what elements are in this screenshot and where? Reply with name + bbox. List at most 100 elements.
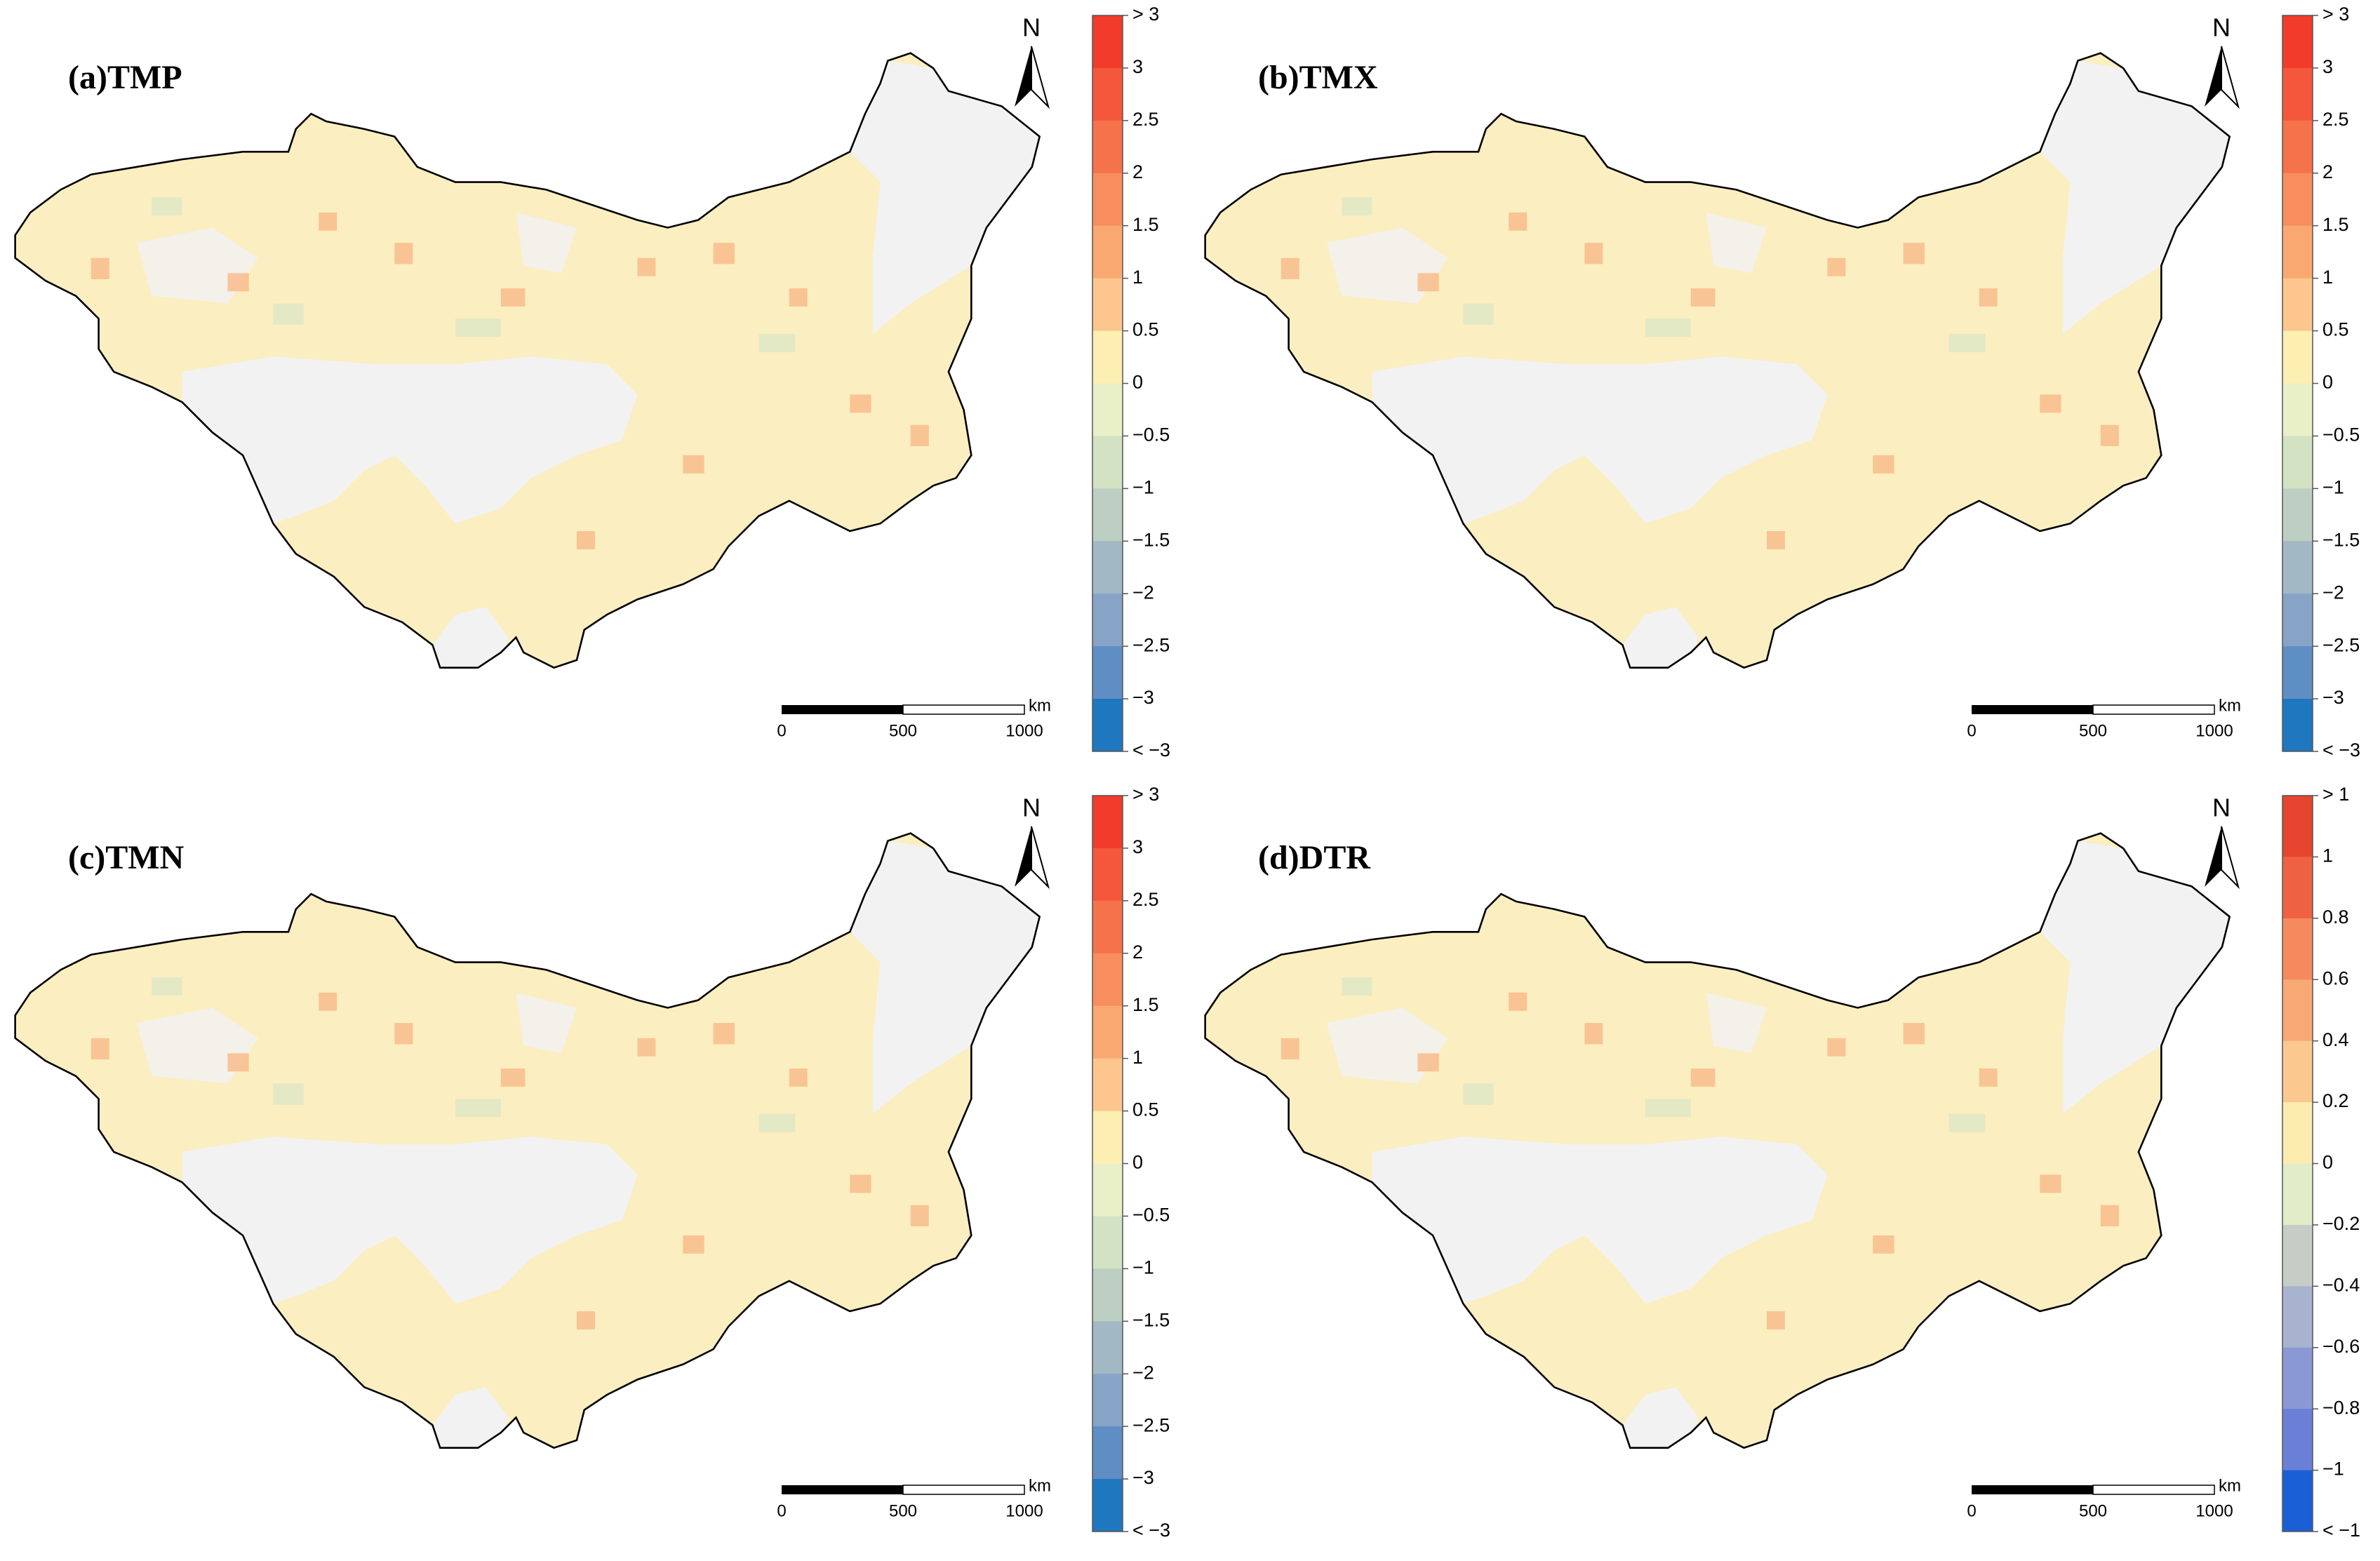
legend-label: 0.4 xyxy=(2322,1029,2349,1050)
legend-swatch xyxy=(2282,796,2313,857)
panel-title: (b)TMX xyxy=(1258,59,1378,96)
legend-label: 0 xyxy=(1132,372,1143,393)
legend-label: 2.5 xyxy=(1132,109,1159,130)
legend-label: < −3 xyxy=(1132,1520,1170,1541)
legend-label: 1.5 xyxy=(1132,994,1159,1015)
scale-label: 500 xyxy=(2079,1501,2107,1520)
north-arrow-left xyxy=(2205,46,2221,107)
map-panel: (b)TMX N > 3 3 2.5 2 1.5 1 0.5 0 −0.5 −1 −1.5 −2 −2.5 −… xyxy=(1190,0,2360,761)
legend-swatch xyxy=(2282,699,2313,752)
region-map xyxy=(1190,780,2252,1463)
legend-swatch xyxy=(2282,594,2313,647)
legend-label: 1 xyxy=(2322,845,2333,866)
scale-unit: km xyxy=(1029,696,1051,715)
legend-swatch xyxy=(1092,594,1123,647)
legend-label: −1 xyxy=(1132,1257,1154,1278)
legend-swatch xyxy=(1092,900,1123,954)
legend-swatch xyxy=(2282,67,2313,121)
scale-bar-black xyxy=(782,1485,903,1494)
scale-bar-black xyxy=(1972,1485,2093,1494)
legend-swatch xyxy=(2282,173,2313,227)
legend-label: 0.2 xyxy=(2322,1090,2349,1111)
map-panel: (a)TMP N > 3 3 2.5 2 1.5 1 0.5 0 −0.5 −1 −1.5 −2 −2.5 −… xyxy=(0,0,1170,761)
legend-label: 2 xyxy=(1132,161,1143,182)
legend-swatch xyxy=(2282,488,2313,542)
legend-label: −2 xyxy=(1132,582,1154,603)
legend-swatch xyxy=(1092,1111,1123,1164)
map-panel: (c)TMN N > 3 3 2.5 2 1.5 1 0.5 0 −0.5 −1 −1.5 −2 −2.5 −… xyxy=(0,780,1170,1541)
north-label: N xyxy=(1022,793,1041,822)
legend-label: > 3 xyxy=(2322,4,2349,25)
legend-label: −1 xyxy=(1132,476,1154,497)
legend-label: 1 xyxy=(1132,267,1143,288)
legend-swatch xyxy=(1092,953,1123,1007)
legend-label: 0 xyxy=(2322,1152,2333,1173)
scale-label: 0 xyxy=(777,1501,786,1520)
legend-swatch xyxy=(1092,278,1123,332)
scale-label: 500 xyxy=(889,721,917,740)
legend-label: −1 xyxy=(2322,1459,2344,1480)
legend-swatch xyxy=(1092,646,1123,699)
scale-unit: km xyxy=(1029,1476,1051,1495)
map-panel: (d)DTR N > 1 1 0.8 0.6 0.4 0.2 0 −0.2 −0.4 −0.6 −0.8… xyxy=(1190,780,2360,1541)
legend-label: 0 xyxy=(1132,1152,1143,1173)
legend-swatch xyxy=(1092,541,1123,594)
legend-label: < −3 xyxy=(2322,739,2360,761)
legend-label: 3 xyxy=(1132,56,1143,77)
scale-unit: km xyxy=(2219,696,2241,715)
legend-swatch xyxy=(1092,1005,1123,1059)
legend-label: < −1 xyxy=(2322,1520,2360,1541)
legend-label: 1 xyxy=(1132,1047,1143,1068)
legend-swatch xyxy=(2282,1347,2313,1409)
legend-swatch xyxy=(1092,67,1123,121)
scale-label: 1000 xyxy=(2195,1501,2233,1520)
legend-label: 2 xyxy=(1132,942,1143,963)
scale-label: 0 xyxy=(1967,721,1976,740)
legend-label: −0.5 xyxy=(2322,424,2360,445)
legend-label: −1.5 xyxy=(2322,529,2360,550)
scale-bar-white xyxy=(902,704,1025,715)
legend-label: −1.5 xyxy=(1132,1309,1170,1330)
legend-swatch xyxy=(2282,541,2313,594)
legend-label: −0.5 xyxy=(1132,1205,1170,1226)
scale-label: 1000 xyxy=(2195,721,2233,740)
legend-swatch xyxy=(1092,330,1123,384)
legend-label: −2.5 xyxy=(1132,634,1170,655)
legend-label: 0 xyxy=(2322,372,2333,393)
legend-swatch xyxy=(2282,1224,2313,1287)
legend-label: 2.5 xyxy=(1132,889,1159,910)
legend-swatch xyxy=(2282,120,2313,174)
legend-swatch xyxy=(1092,120,1123,174)
scale-bar-white xyxy=(902,1485,1025,1495)
legend-swatch xyxy=(2282,1286,2313,1348)
legend-swatch xyxy=(1092,1374,1123,1427)
scale-label: 500 xyxy=(2079,721,2107,740)
legend-swatch xyxy=(1092,1163,1123,1217)
legend-label: 2 xyxy=(2322,161,2333,182)
legend-swatch xyxy=(1092,1321,1123,1374)
panel-title: (c)TMN xyxy=(68,839,185,876)
scale-bar-white xyxy=(2092,704,2215,715)
legend-swatch xyxy=(1092,1426,1123,1480)
region-map xyxy=(1190,0,2252,683)
north-arrow-left xyxy=(1015,46,1031,107)
north-arrow-right xyxy=(2221,46,2240,109)
legend-swatch xyxy=(1092,699,1123,752)
legend-label: 0.6 xyxy=(2322,967,2349,989)
legend-swatch xyxy=(1092,488,1123,542)
legend-swatch xyxy=(2282,1409,2313,1471)
legend-swatch xyxy=(2282,436,2313,489)
legend-label: 1.5 xyxy=(2322,214,2349,235)
legend-label: −2.5 xyxy=(2322,634,2360,655)
legend-label: −1.5 xyxy=(1132,529,1170,550)
legend-label: −2.5 xyxy=(1132,1414,1170,1435)
scale-bar-black xyxy=(782,705,903,714)
north-label: N xyxy=(2212,13,2231,42)
legend-swatch xyxy=(1092,15,1123,69)
legend-swatch xyxy=(2282,330,2313,384)
legend-label: −0.6 xyxy=(2322,1336,2360,1357)
north-arrow-left xyxy=(1015,826,1031,887)
legend-label: −0.4 xyxy=(2322,1274,2360,1295)
scale-bar-white xyxy=(2092,1485,2215,1495)
